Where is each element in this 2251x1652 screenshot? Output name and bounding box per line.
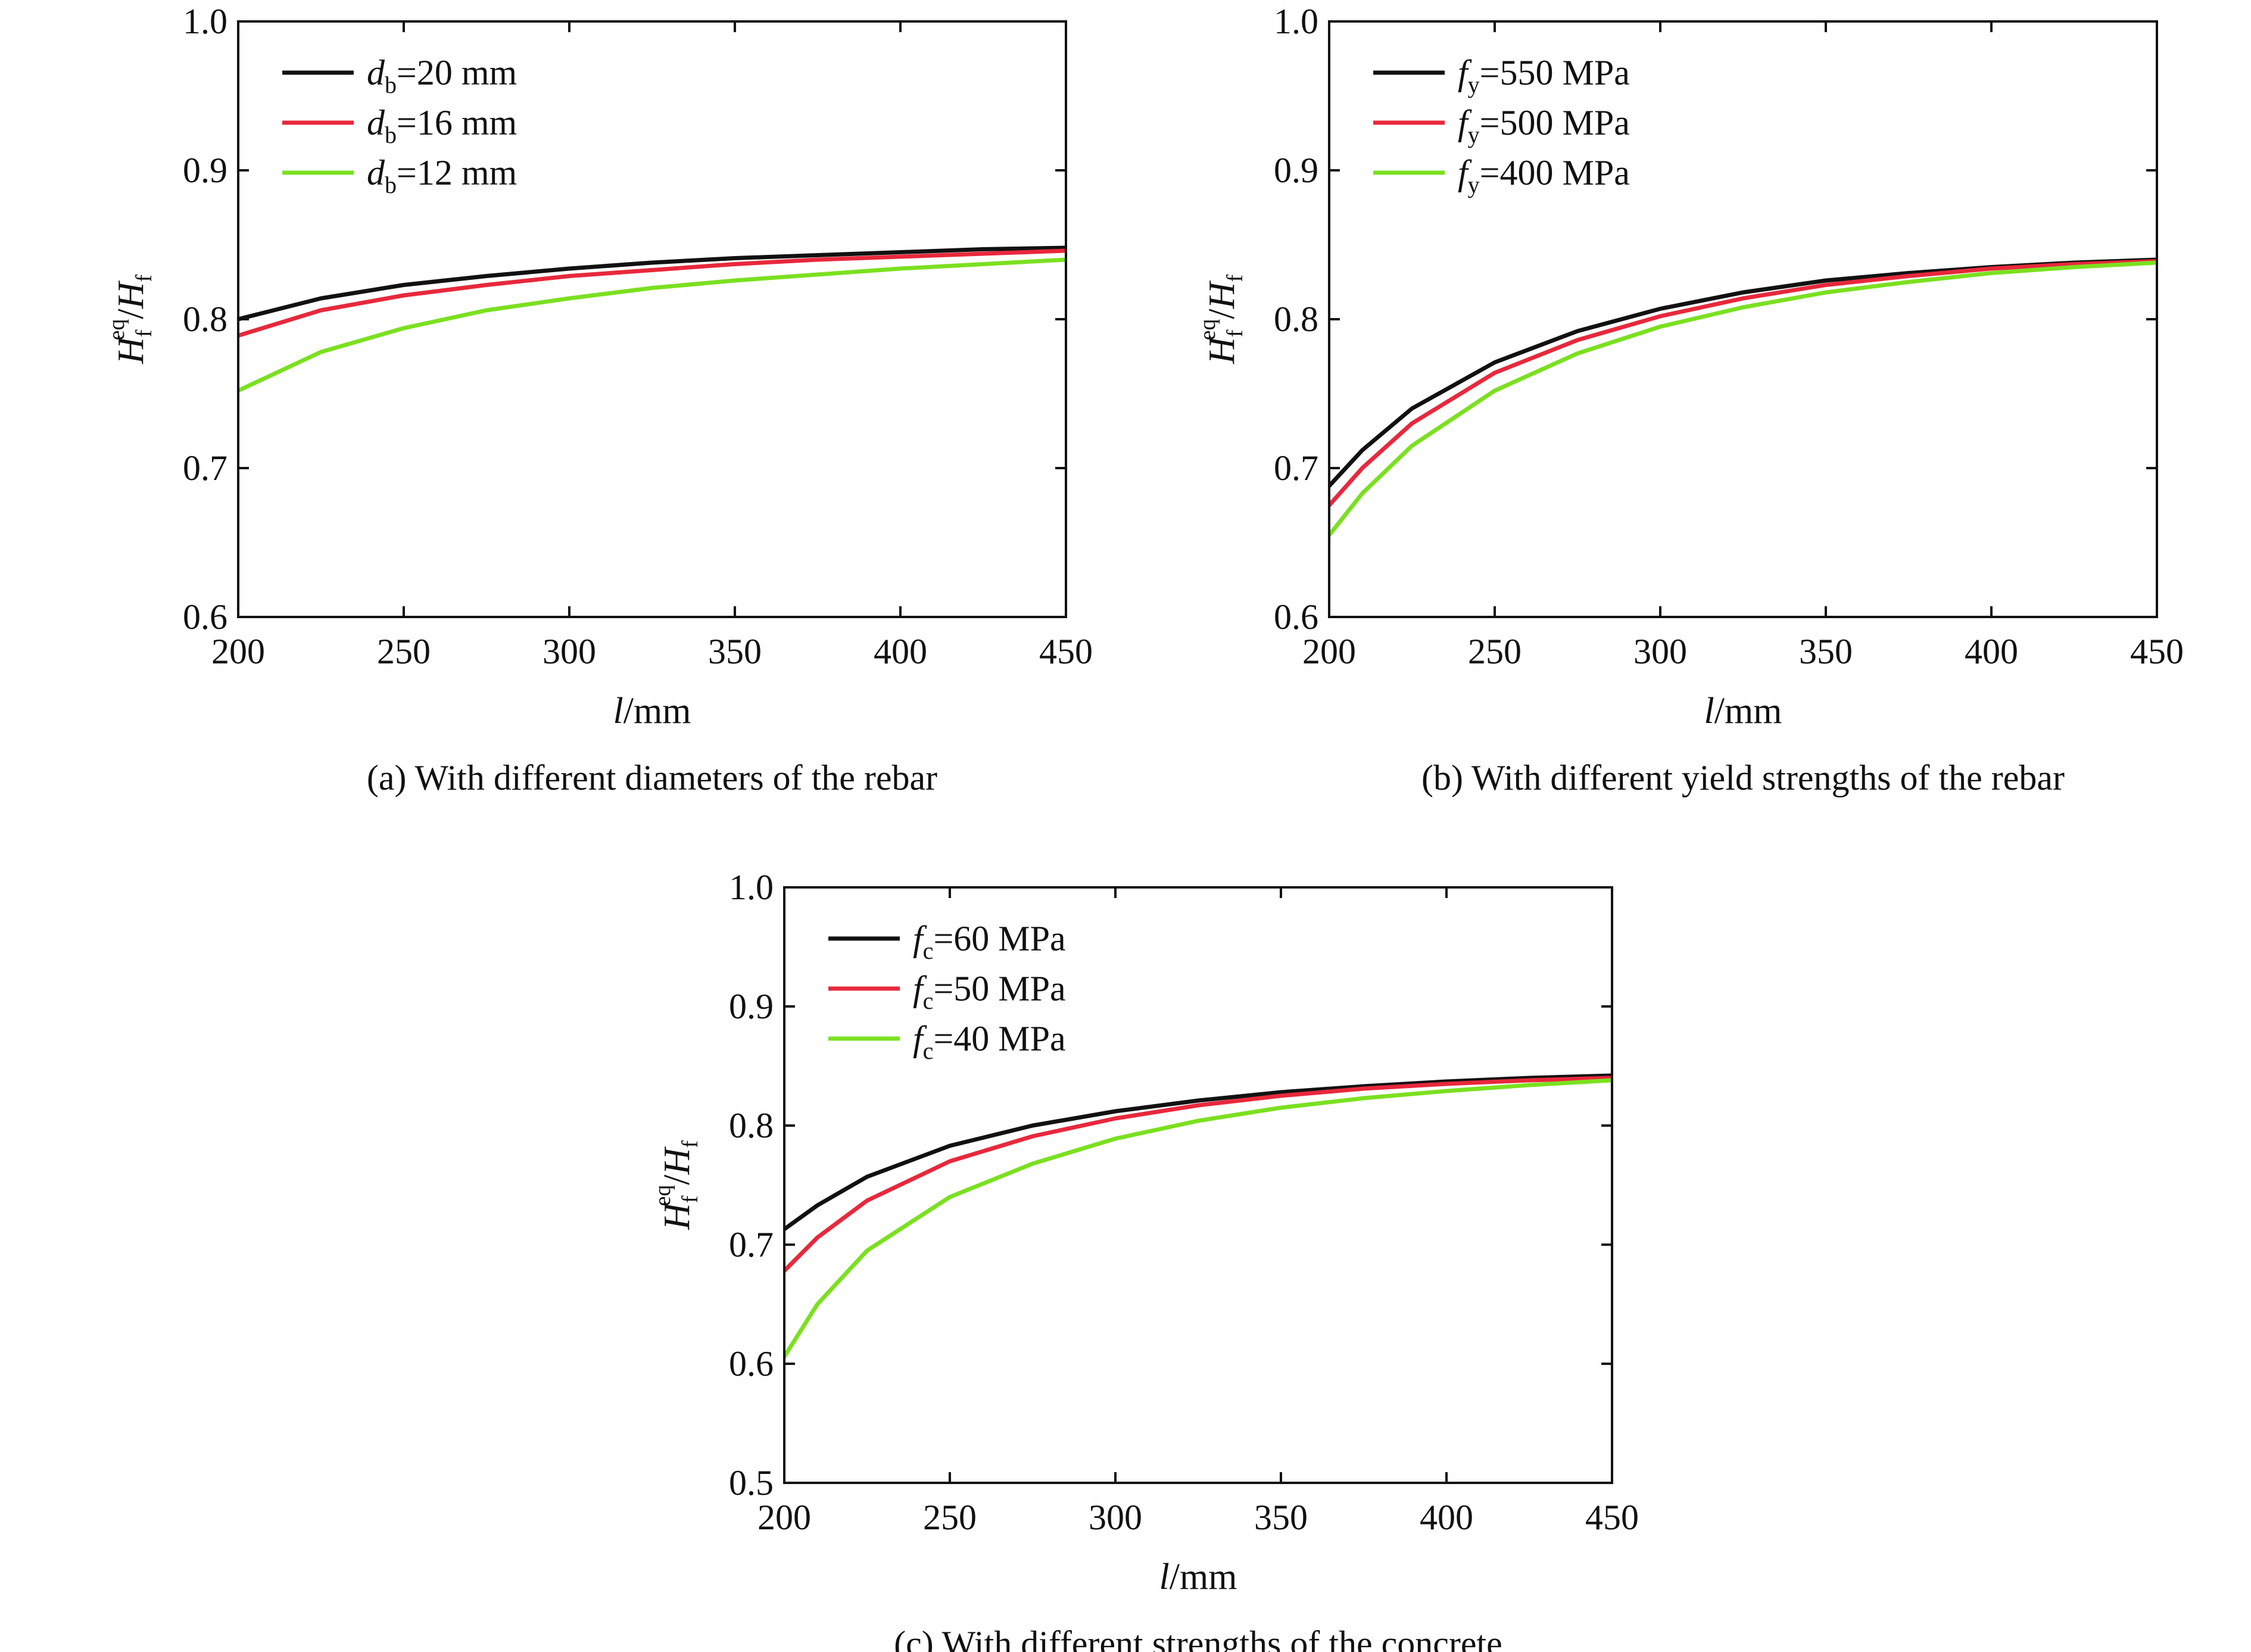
series-line-2 bbox=[784, 1076, 1612, 1273]
x-tick-label: 450 bbox=[2130, 632, 2184, 671]
x-tick-label: 450 bbox=[1039, 632, 1093, 671]
legend-label-1: db=20 mm bbox=[367, 53, 517, 98]
legend-label-2: fy=500 MPa bbox=[1458, 103, 1630, 148]
x-axis-label: l/mm bbox=[1704, 691, 1782, 731]
series-line-3 bbox=[1329, 260, 2157, 537]
y-tick-label: 0.7 bbox=[183, 448, 227, 488]
y-axis-label: Hfeq/Hf bbox=[1195, 275, 1248, 364]
series-line-3 bbox=[784, 1078, 1612, 1359]
legend-label-1: fc=60 MPa bbox=[913, 919, 1066, 964]
x-tick-label: 200 bbox=[757, 1498, 811, 1537]
chart-caption: (a) With different diameters of the reba… bbox=[367, 758, 937, 797]
x-tick-label: 250 bbox=[923, 1498, 977, 1537]
x-tick-label: 250 bbox=[377, 632, 431, 671]
x-tick-label: 200 bbox=[211, 632, 265, 671]
legend-label-3: fy=400 MPa bbox=[1458, 153, 1630, 198]
plot-frame bbox=[1328, 20, 2158, 618]
series-line-1 bbox=[784, 1073, 1612, 1232]
y-axis-label: Hfeq/Hf bbox=[650, 1140, 703, 1230]
y-tick-label: 1.0 bbox=[729, 868, 774, 907]
legend-label-3: db=12 mm bbox=[367, 153, 517, 198]
x-tick-label: 400 bbox=[1965, 632, 2018, 671]
series-line-1 bbox=[238, 245, 1066, 322]
y-tick-label: 0.6 bbox=[183, 597, 227, 637]
y-tick-label: 0.7 bbox=[1274, 448, 1318, 488]
chart-panel-2: 200 250 300 350 400 450 0.6 0.7 0.8 0.9 1.0 l/mm Hfe… bbox=[1195, 2, 2184, 797]
y-tick-label: 1.0 bbox=[183, 2, 227, 41]
legend-label-3: fc=40 MPa bbox=[913, 1019, 1066, 1064]
y-tick-label: 1.0 bbox=[1274, 2, 1318, 41]
y-tick-label: 0.8 bbox=[729, 1106, 774, 1145]
chart-caption: (c) With different strengths of the conc… bbox=[894, 1624, 1502, 1652]
x-tick-label: 300 bbox=[1089, 1498, 1142, 1537]
x-tick-label: 250 bbox=[1468, 632, 1522, 671]
legend-label-2: db=16 mm bbox=[367, 103, 517, 148]
y-axis-label: Hfeq/Hf bbox=[104, 275, 157, 364]
y-tick-label: 0.5 bbox=[729, 1463, 774, 1503]
x-tick-label: 400 bbox=[874, 632, 927, 671]
x-tick-label: 350 bbox=[1254, 1498, 1308, 1537]
x-tick-label: 400 bbox=[1420, 1498, 1473, 1537]
x-axis-label: l/mm bbox=[613, 691, 691, 731]
x-tick-label: 300 bbox=[543, 632, 596, 671]
y-tick-label: 0.9 bbox=[729, 987, 774, 1026]
y-tick-label: 0.8 bbox=[1274, 300, 1318, 339]
x-tick-label: 350 bbox=[1799, 632, 1853, 671]
plot-frame bbox=[783, 886, 1613, 1484]
series-line-1 bbox=[1329, 257, 2157, 488]
series-line-2 bbox=[1329, 259, 2157, 507]
plot-frame bbox=[237, 20, 1067, 618]
x-tick-label: 350 bbox=[708, 632, 762, 671]
series-line-3 bbox=[238, 257, 1066, 393]
chart-panel-3: 200 250 300 350 400 450 0.5 0.6 0.7 0.8 0.9 1.0 l/mm… bbox=[650, 868, 1639, 1652]
x-axis-label: l/mm bbox=[1159, 1557, 1237, 1597]
y-tick-label: 0.9 bbox=[1274, 151, 1318, 190]
y-tick-label: 0.8 bbox=[183, 300, 227, 339]
x-tick-label: 450 bbox=[1585, 1498, 1639, 1537]
chart-panel-1: 200 250 300 350 400 450 0.6 0.7 0.8 0.9 1.0 l/mm Hfe… bbox=[104, 2, 1093, 797]
y-tick-label: 0.6 bbox=[729, 1344, 774, 1383]
legend-label-2: fc=50 MPa bbox=[913, 969, 1066, 1014]
legend-label-1: fy=550 MPa bbox=[1458, 53, 1630, 98]
y-tick-label: 0.9 bbox=[183, 151, 227, 190]
chart-caption: (b) With different yield strengths of th… bbox=[1421, 758, 2065, 797]
y-tick-label: 0.6 bbox=[1274, 597, 1318, 637]
x-tick-label: 200 bbox=[1302, 632, 1356, 671]
series-line-2 bbox=[238, 248, 1066, 338]
y-tick-label: 0.7 bbox=[729, 1225, 774, 1264]
x-tick-label: 300 bbox=[1633, 632, 1687, 671]
